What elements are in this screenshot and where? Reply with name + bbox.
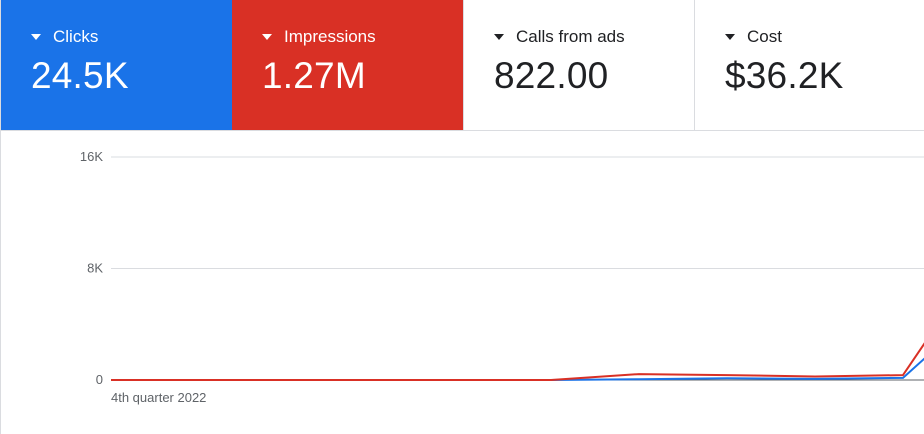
scorecard-header: Cost [725, 26, 924, 48]
caret-down-icon[interactable] [31, 34, 41, 40]
scorecard-row: Clicks 24.5K Impressions 1.27M Calls fro… [1, 0, 924, 131]
scorecard-calls-from-ads[interactable]: Calls from ads 822.00 [463, 0, 694, 130]
y-tick-label: 8K [87, 261, 103, 276]
caret-down-icon[interactable] [494, 34, 504, 40]
scorecard-value: 822.00 [494, 55, 609, 96]
scorecard-cost[interactable]: Cost $36.2K [694, 0, 924, 130]
line-chart: 16K 8K 0 4th quarter 2022 [80, 149, 924, 405]
scorecard-value: $36.2K [725, 55, 844, 96]
scorecard-label: Cost [747, 27, 782, 46]
scorecard-value: 24.5K [31, 55, 129, 96]
scorecard-impressions[interactable]: Impressions 1.27M [232, 0, 463, 130]
scorecard-clicks[interactable]: Clicks 24.5K [1, 0, 232, 130]
scorecard-label: Impressions [284, 27, 376, 46]
caret-down-icon[interactable] [725, 34, 735, 40]
performance-chart: 16K 8K 0 4th quarter 2022 [1, 131, 924, 434]
scorecard-value: 1.27M [262, 55, 366, 96]
y-tick-label: 16K [80, 149, 103, 164]
impressions-series-line [111, 342, 924, 381]
scorecard-header: Impressions [262, 26, 463, 48]
scorecard-label: Calls from ads [516, 27, 625, 46]
x-axis-start-label: 4th quarter 2022 [111, 390, 206, 405]
scorecard-header: Clicks [31, 26, 232, 48]
caret-down-icon[interactable] [262, 34, 272, 40]
y-tick-label: 0 [96, 372, 103, 387]
clicks-series-line [111, 357, 924, 381]
scorecard-label: Clicks [53, 27, 99, 46]
scorecard-header: Calls from ads [494, 26, 694, 48]
